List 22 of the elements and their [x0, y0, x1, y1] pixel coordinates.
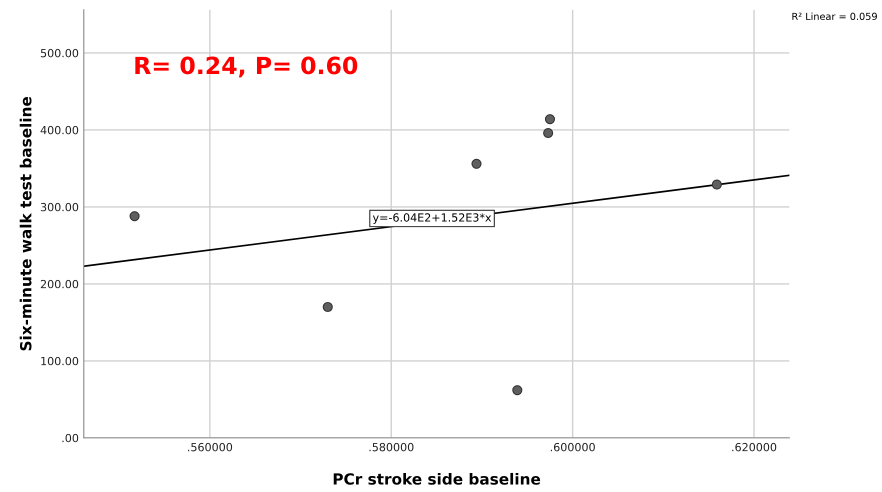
y-axis-title: Six-minute walk test baseline	[20, 96, 32, 350]
annotation: R= 0.24, P= 0.60	[135, 56, 358, 78]
x-tick-label: .620000	[732, 442, 776, 452]
point	[322, 302, 333, 312]
y-tick-label: 100.00	[41, 356, 78, 366]
annotation: y=-6.04E2+1.52E3*x	[372, 213, 492, 224]
x-tick-label: .600000	[550, 442, 595, 452]
y-tick-label: 400.00	[40, 126, 78, 134]
x-tick-label: .560000	[188, 442, 232, 452]
point	[543, 128, 554, 138]
point	[712, 180, 722, 190]
point	[512, 385, 522, 396]
point	[471, 158, 482, 169]
point	[130, 211, 140, 222]
x-tick-label: .580000	[369, 442, 414, 452]
y-tick-label: 300.00	[40, 202, 78, 212]
x-axis-title: PCr stroke side baseline	[334, 472, 540, 485]
y-tick-label: 200.00	[40, 280, 78, 288]
text: R² Linear = 0.059	[792, 12, 877, 20]
y-tick-label: .00	[62, 434, 78, 442]
y-tick-label: 500.00	[40, 48, 78, 58]
point	[544, 114, 556, 124]
